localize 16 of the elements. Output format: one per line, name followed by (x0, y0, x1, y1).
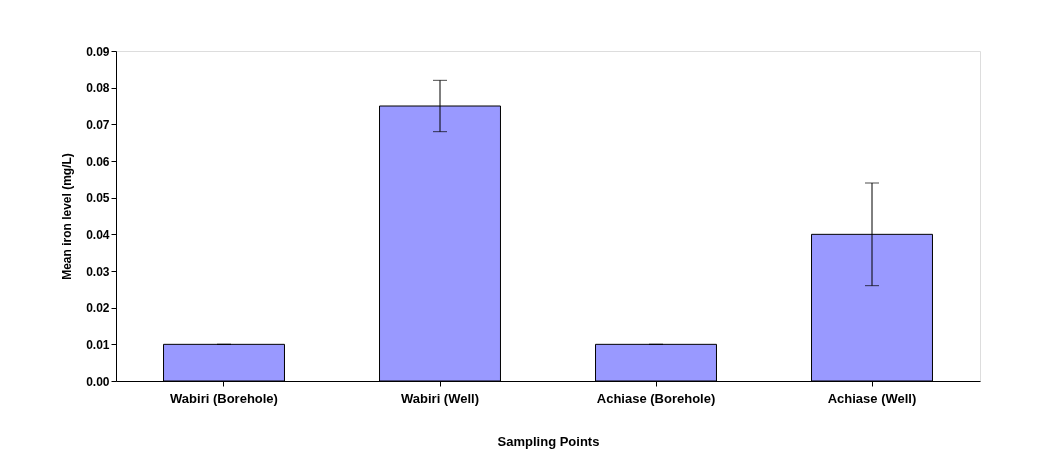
x-tick-label: Achiase (Borehole) (596, 390, 716, 406)
x-axis-title: Sampling Points (497, 433, 600, 449)
y-tick-label: 0.08 (86, 81, 110, 96)
y-tick-label: 0.05 (86, 191, 110, 206)
x-tick-label: Achiase (Well) (827, 390, 917, 406)
y-tick-label: 0.02 (86, 301, 110, 316)
x-tick-label: Wabiri (Well) (401, 390, 479, 406)
y-tick-label: 0.09 (86, 44, 110, 59)
y-tick-label: 0.04 (86, 227, 110, 242)
y-axis-title: Mean iron level (mg/L) (60, 153, 75, 280)
y-tick-label: 0.01 (86, 337, 110, 352)
y-tick-label: 0.06 (86, 154, 110, 169)
y-tick-label: 0.03 (86, 264, 110, 279)
x-tick-label: Wabiri (Borehole) (170, 390, 278, 406)
y-tick-label: 0.07 (86, 117, 110, 132)
y-tick-label: 0.00 (86, 374, 110, 389)
